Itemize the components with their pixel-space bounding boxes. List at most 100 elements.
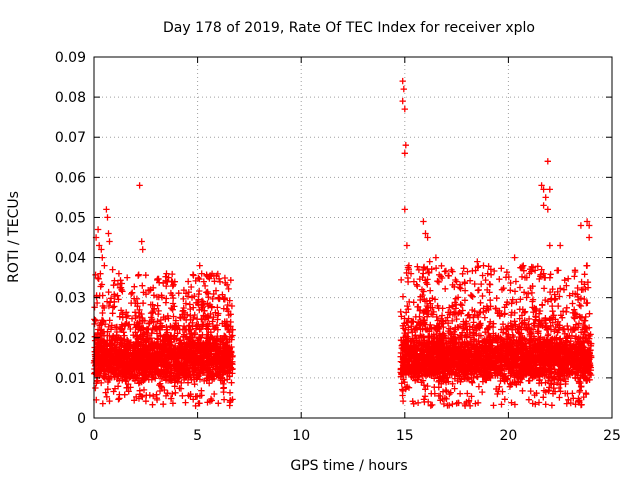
data-point: [119, 369, 126, 376]
data-point: [112, 345, 119, 352]
data-point: [195, 361, 203, 369]
data-point: [217, 369, 224, 376]
data-point: [212, 287, 220, 294]
data-point: [170, 281, 177, 288]
data-point: [175, 290, 182, 297]
data-point: [225, 285, 232, 293]
data-point: [414, 263, 421, 270]
data-point: [131, 309, 139, 316]
data-point: [224, 301, 231, 309]
data-point: [150, 356, 157, 364]
data-point: [118, 286, 125, 293]
data-point: [167, 322, 174, 330]
data-point: [148, 330, 155, 337]
data-point: [95, 355, 102, 362]
data-point: [192, 367, 199, 374]
data-point: [164, 377, 172, 384]
data-point: [218, 375, 226, 382]
data-point: [162, 335, 169, 342]
data-point: [109, 304, 117, 311]
data-point: [196, 306, 203, 314]
data-point: [169, 270, 176, 278]
data-point: [149, 301, 156, 308]
data-point: [102, 341, 110, 348]
data-point: [113, 324, 120, 331]
data-point: [125, 349, 132, 356]
data-point: [212, 365, 220, 372]
data-point: [179, 354, 187, 362]
data-point: [569, 300, 576, 307]
data-point: [171, 325, 179, 332]
data-point: [148, 316, 156, 323]
data-point: [216, 278, 224, 285]
data-point: [222, 359, 230, 366]
data-point: [498, 265, 505, 272]
data-point: [180, 376, 188, 384]
data-point: [555, 267, 562, 274]
data-point: [163, 323, 170, 331]
data-point: [210, 345, 217, 353]
data-point: [162, 273, 169, 280]
data-point: [202, 364, 209, 372]
data-point: [190, 272, 197, 279]
data-point: [185, 278, 192, 285]
data-point: [162, 354, 169, 362]
data-point: [139, 354, 147, 361]
data-point: [175, 351, 182, 358]
data-point: [191, 311, 198, 319]
data-point: [129, 289, 136, 296]
data-point: [155, 310, 162, 318]
data-point: [177, 346, 185, 353]
data-point: [186, 301, 193, 308]
data-point: [219, 355, 226, 363]
data-point: [215, 349, 223, 356]
data-point: [157, 358, 165, 365]
data-point: [93, 299, 101, 307]
data-point: [182, 349, 189, 356]
data-point: [178, 340, 185, 347]
data-point: [176, 326, 183, 333]
data-point: [98, 339, 105, 347]
data-point: [146, 319, 153, 327]
data-point: [158, 373, 166, 380]
data-point: [187, 334, 194, 341]
data-point: [142, 336, 150, 344]
data-point: [201, 350, 208, 358]
data-point: [457, 301, 464, 308]
data-point: [165, 315, 172, 322]
data-point: [210, 314, 217, 321]
data-point: [105, 302, 113, 310]
data-point: [139, 282, 146, 289]
data-point: [435, 278, 443, 286]
data-point: [183, 355, 190, 363]
data-point: [404, 278, 412, 286]
data-point: [191, 293, 198, 300]
data-point: [528, 289, 536, 297]
data-point: [195, 373, 202, 380]
data-point: [182, 399, 189, 406]
data-point: [179, 307, 186, 315]
data-point: [154, 335, 161, 342]
data-point: [577, 379, 584, 387]
data-point: [195, 345, 202, 353]
data-point: [209, 355, 216, 362]
data-point: [97, 270, 104, 277]
data-point: [108, 360, 115, 367]
data-point: [167, 351, 174, 358]
data-point: [212, 340, 220, 347]
data-point: [194, 374, 201, 381]
data-point: [113, 332, 120, 339]
data-point: [169, 282, 176, 290]
data-point: [93, 341, 101, 348]
data-point: [213, 272, 220, 279]
data-point: [210, 290, 217, 298]
data-point: [225, 346, 232, 353]
data-point: [214, 332, 221, 340]
data-point: [146, 287, 153, 294]
data-point: [409, 318, 416, 325]
data-point: [125, 321, 132, 328]
data-point: [191, 366, 198, 373]
data-point: [107, 295, 115, 302]
data-point: [174, 359, 181, 367]
data-point: [206, 359, 214, 367]
